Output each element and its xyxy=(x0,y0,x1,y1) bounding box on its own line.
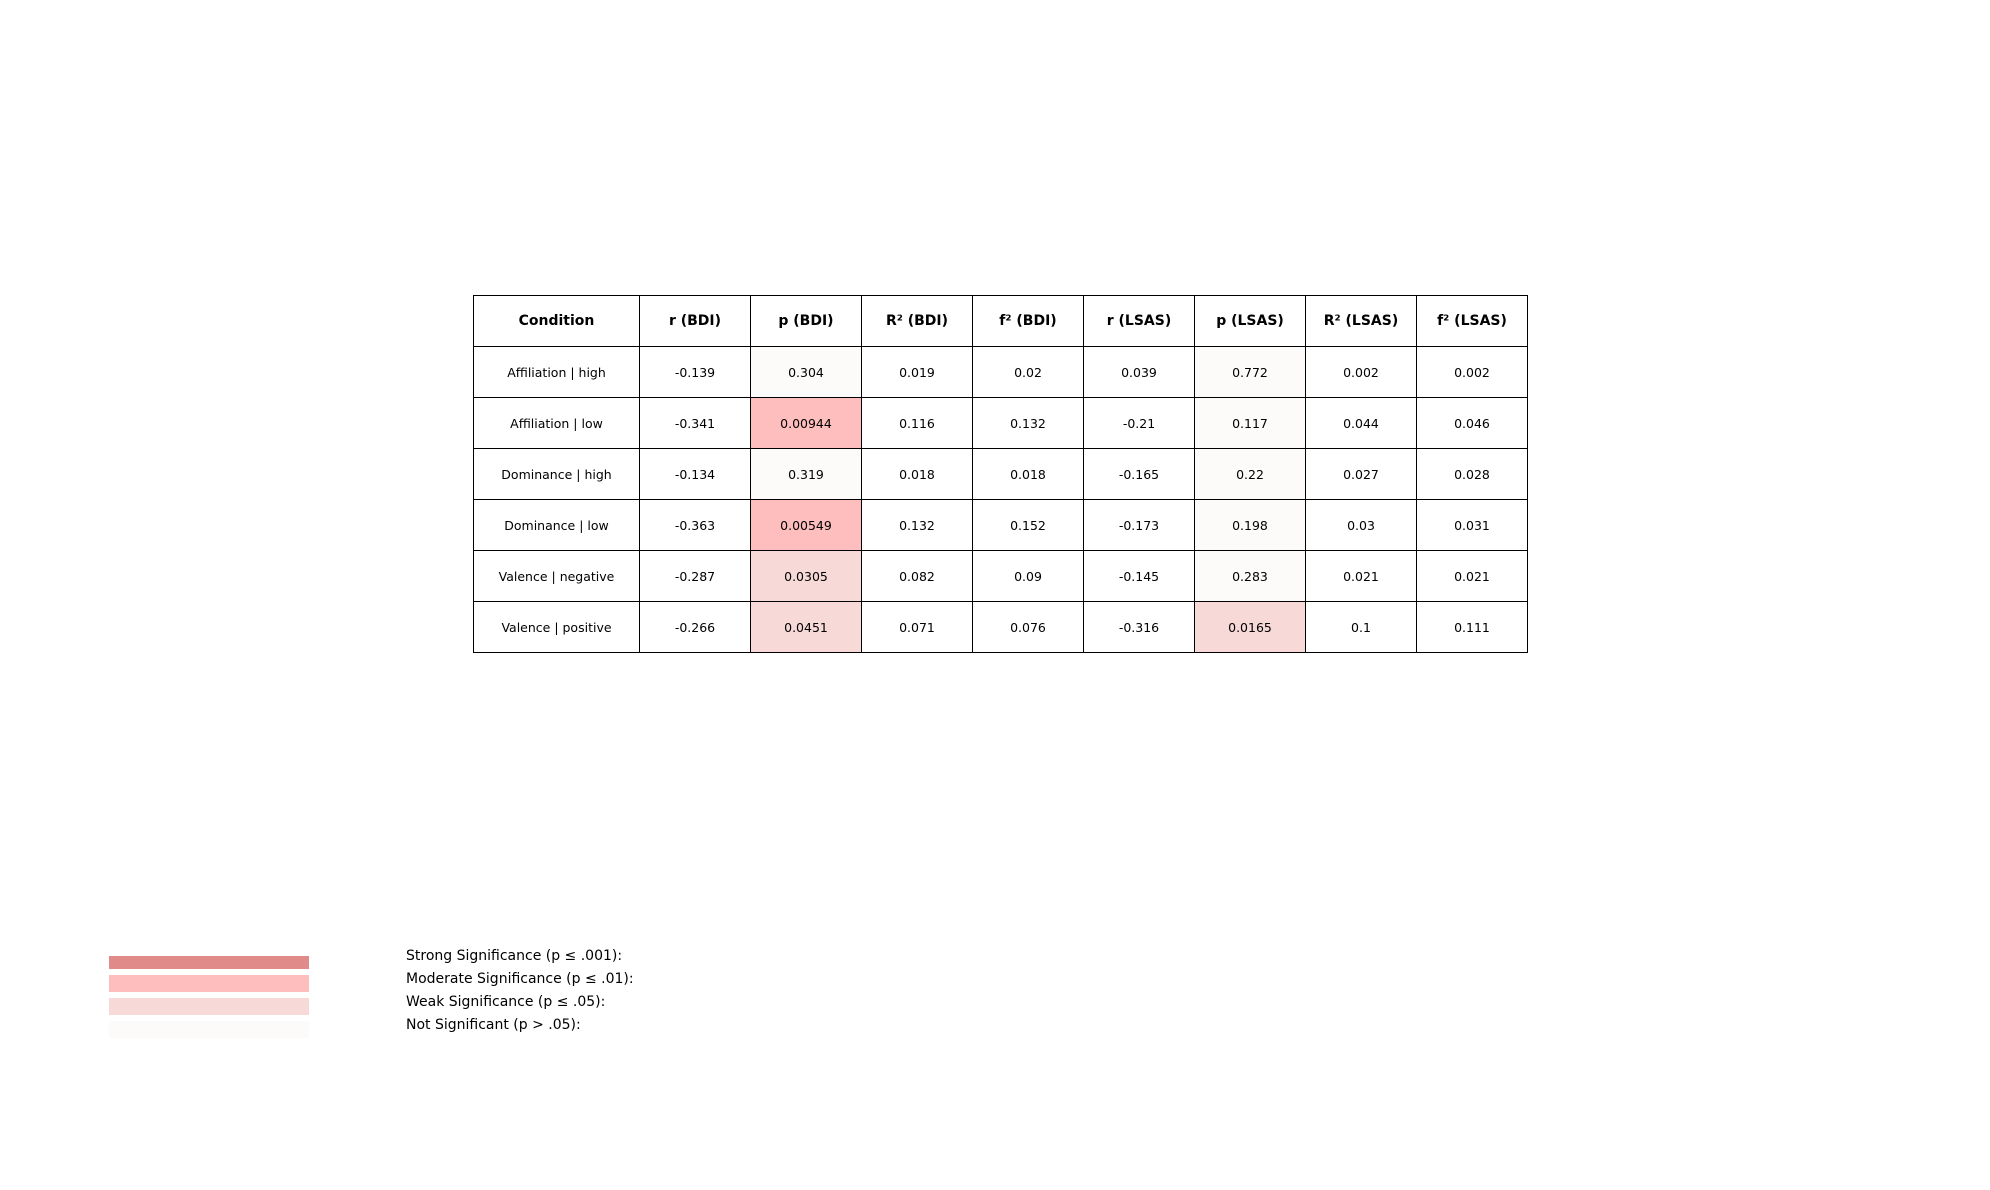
value-cell: -0.145 xyxy=(1083,550,1195,602)
value-cell: 0.132 xyxy=(861,499,973,551)
table-row: Valence | positive -0.266 0.0451 0.071 0.076… xyxy=(473,601,1528,653)
legend-swatch-strong xyxy=(109,956,309,969)
p-value-cell: 0.0451 xyxy=(750,601,862,653)
value-cell: 0.002 xyxy=(1416,346,1528,398)
p-value-cell: 0.0165 xyxy=(1194,601,1306,653)
column-header: p (LSAS) xyxy=(1194,295,1306,347)
legend-label-none: Not Significant (p > .05): xyxy=(406,1017,581,1033)
value-cell: -0.316 xyxy=(1083,601,1195,653)
column-header: R² (LSAS) xyxy=(1305,295,1417,347)
value-cell: -0.173 xyxy=(1083,499,1195,551)
value-cell: -0.266 xyxy=(639,601,751,653)
value-cell: 0.028 xyxy=(1416,448,1528,500)
p-value-cell: 0.198 xyxy=(1194,499,1306,551)
results-table: Condition r (BDI) p (BDI) R² (BDI) f² (BDI) r… xyxy=(473,295,1528,653)
value-cell: 0.039 xyxy=(1083,346,1195,398)
value-cell: 0.021 xyxy=(1305,550,1417,602)
condition-cell: Dominance | high xyxy=(473,448,640,500)
value-cell: 0.018 xyxy=(972,448,1084,500)
value-cell: 0.1 xyxy=(1305,601,1417,653)
p-value-cell: 0.117 xyxy=(1194,397,1306,449)
value-cell: -0.287 xyxy=(639,550,751,602)
condition-cell: Affiliation | low xyxy=(473,397,640,449)
column-header: f² (LSAS) xyxy=(1416,295,1528,347)
value-cell: 0.027 xyxy=(1305,448,1417,500)
legend-swatch-moderate xyxy=(109,975,309,992)
condition-cell: Valence | negative xyxy=(473,550,640,602)
p-value-cell: 0.22 xyxy=(1194,448,1306,500)
condition-cell: Dominance | low xyxy=(473,499,640,551)
value-cell: 0.019 xyxy=(861,346,973,398)
legend-label-moderate: Moderate Significance (p ≤ .01): xyxy=(406,971,634,987)
value-cell: 0.076 xyxy=(972,601,1084,653)
value-cell: 0.02 xyxy=(972,346,1084,398)
table-row: Affiliation | high -0.139 0.304 0.019 0.02 0.… xyxy=(473,346,1528,398)
value-cell: 0.046 xyxy=(1416,397,1528,449)
p-value-cell: 0.283 xyxy=(1194,550,1306,602)
table-body: Affiliation | high -0.139 0.304 0.019 0.02 0.… xyxy=(473,346,1528,653)
column-header: R² (BDI) xyxy=(861,295,973,347)
value-cell: 0.152 xyxy=(972,499,1084,551)
legend-swatch-none xyxy=(109,1021,309,1038)
condition-cell: Valence | positive xyxy=(473,601,640,653)
value-cell: 0.071 xyxy=(861,601,973,653)
value-cell: -0.165 xyxy=(1083,448,1195,500)
value-cell: 0.082 xyxy=(861,550,973,602)
column-header: r (BDI) xyxy=(639,295,751,347)
value-cell: 0.03 xyxy=(1305,499,1417,551)
p-value-cell: 0.772 xyxy=(1194,346,1306,398)
p-value-cell: 0.0305 xyxy=(750,550,862,602)
value-cell: -0.363 xyxy=(639,499,751,551)
p-value-cell: 0.319 xyxy=(750,448,862,500)
legend-swatch-weak xyxy=(109,998,309,1015)
value-cell: 0.111 xyxy=(1416,601,1528,653)
column-header: p (BDI) xyxy=(750,295,862,347)
p-value-cell: 0.304 xyxy=(750,346,862,398)
value-cell: 0.002 xyxy=(1305,346,1417,398)
value-cell: 0.021 xyxy=(1416,550,1528,602)
value-cell: 0.018 xyxy=(861,448,973,500)
value-cell: 0.132 xyxy=(972,397,1084,449)
column-header: f² (BDI) xyxy=(972,295,1084,347)
legend-label-strong: Strong Significance (p ≤ .001): xyxy=(406,948,623,964)
value-cell: 0.09 xyxy=(972,550,1084,602)
column-header: Condition xyxy=(473,295,640,347)
p-value-cell: 0.00944 xyxy=(750,397,862,449)
value-cell: -0.21 xyxy=(1083,397,1195,449)
table-row: Valence | negative -0.287 0.0305 0.082 0.09-… xyxy=(473,550,1528,602)
value-cell: 0.031 xyxy=(1416,499,1528,551)
value-cell: -0.134 xyxy=(639,448,751,500)
table-header-row: Condition r (BDI) p (BDI) R² (BDI) f² (BDI) r… xyxy=(473,295,1528,347)
p-value-cell: 0.00549 xyxy=(750,499,862,551)
column-header: r (LSAS) xyxy=(1083,295,1195,347)
value-cell: -0.341 xyxy=(639,397,751,449)
legend-label-weak: Weak Significance (p ≤ .05): xyxy=(406,994,606,1010)
condition-cell: Affiliation | high xyxy=(473,346,640,398)
value-cell: 0.044 xyxy=(1305,397,1417,449)
table-row: Dominance | low -0.363 0.00549 0.132 0.152 -0… xyxy=(473,499,1528,551)
table-row: Affiliation | low -0.341 0.00944 0.116 0.132… xyxy=(473,397,1528,449)
value-cell: 0.116 xyxy=(861,397,973,449)
table-row: Dominance | high -0.134 0.319 0.018 0.018 -0.… xyxy=(473,448,1528,500)
value-cell: -0.139 xyxy=(639,346,751,398)
